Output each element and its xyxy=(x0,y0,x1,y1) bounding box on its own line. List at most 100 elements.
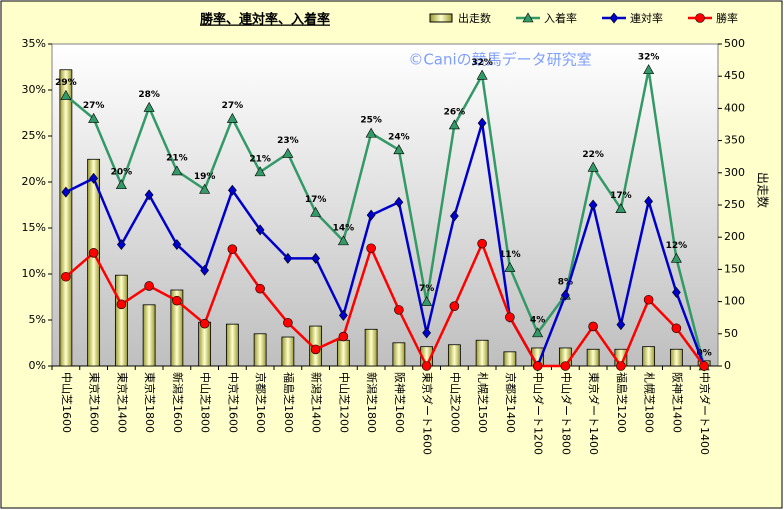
marker xyxy=(283,252,293,264)
marker xyxy=(61,186,71,198)
bar xyxy=(281,336,295,367)
data-label: 25% xyxy=(360,116,382,126)
bar xyxy=(447,344,461,367)
marker xyxy=(116,299,127,310)
bar xyxy=(642,346,656,367)
bar xyxy=(198,321,212,367)
line xyxy=(65,69,706,367)
marker xyxy=(255,283,265,294)
legend-label: 連対率 xyxy=(630,11,663,25)
y2-tick-label: 100 xyxy=(724,295,745,308)
legend-label: 勝率 xyxy=(716,11,738,25)
marker xyxy=(61,271,71,282)
marker xyxy=(643,64,655,75)
bar xyxy=(170,289,184,367)
marker xyxy=(532,361,543,371)
marker xyxy=(394,305,404,315)
marker xyxy=(144,281,154,291)
y2-tick-label: 400 xyxy=(724,101,745,114)
x-tick-label: 福島芝1800 xyxy=(282,372,296,433)
marker xyxy=(560,289,570,301)
marker xyxy=(476,69,488,80)
data-label: 7% xyxy=(419,284,434,294)
marker xyxy=(588,321,598,332)
bar xyxy=(59,69,73,367)
y2-tick-label: 350 xyxy=(724,134,745,147)
marker xyxy=(366,209,376,221)
bar xyxy=(475,339,489,367)
bar xyxy=(225,323,239,367)
marker xyxy=(143,101,155,112)
data-label: 32% xyxy=(471,58,493,68)
data-label: 20% xyxy=(111,167,133,177)
bar xyxy=(336,339,350,367)
data-label: 21% xyxy=(166,153,188,163)
marker xyxy=(366,243,376,254)
marker xyxy=(310,344,321,355)
marker xyxy=(254,166,266,177)
legend-label: 入着率 xyxy=(544,11,577,25)
y-tick-label: 20% xyxy=(22,175,46,188)
bar xyxy=(392,342,406,367)
x-tick-label: 新潟芝1800 xyxy=(365,372,379,433)
data-label: 17% xyxy=(305,195,327,205)
y2-tick-label: 50 xyxy=(724,327,738,340)
marker xyxy=(522,12,534,23)
marker xyxy=(477,117,487,129)
line xyxy=(65,240,706,369)
marker xyxy=(588,199,598,211)
marker xyxy=(88,248,99,258)
marker xyxy=(644,195,654,207)
data-label: 22% xyxy=(582,150,604,160)
x-tick-label: 中京ダート1400 xyxy=(698,372,712,455)
legend-label: 出走数 xyxy=(458,11,491,25)
marker xyxy=(422,327,432,339)
marker xyxy=(227,244,238,254)
marker xyxy=(448,119,460,130)
y-tick-label: 30% xyxy=(22,83,46,96)
marker xyxy=(60,89,72,100)
data-label: 14% xyxy=(333,223,355,233)
x-tick-label: 中山芝1800 xyxy=(199,372,212,433)
data-label: 0% xyxy=(696,349,711,359)
x-tick-label: 中山芝1200 xyxy=(337,372,350,433)
marker xyxy=(449,210,459,222)
marker xyxy=(283,317,293,328)
y2-axis-title: 出走数 xyxy=(756,172,771,208)
y2-tick-label: 0 xyxy=(724,359,731,372)
marker xyxy=(172,239,182,251)
y2-tick-label: 500 xyxy=(724,37,745,50)
marker xyxy=(671,323,682,334)
y2-tick-label: 450 xyxy=(724,69,745,82)
x-tick-label: 中山ダート1200 xyxy=(532,372,546,455)
marker xyxy=(421,361,432,371)
plot-area xyxy=(51,43,719,367)
marker xyxy=(477,238,487,249)
marker xyxy=(394,196,404,208)
marker xyxy=(337,235,349,246)
marker xyxy=(144,189,154,201)
marker xyxy=(171,165,183,176)
x-tick-label: 東京ダート1400 xyxy=(587,372,601,455)
marker xyxy=(505,312,515,323)
x-tick-label: 京都芝1400 xyxy=(504,372,518,433)
marker xyxy=(282,147,294,158)
data-label: 11% xyxy=(499,250,521,260)
marker xyxy=(255,224,265,236)
marker xyxy=(89,172,99,184)
x-tick-label: 阪神芝1600 xyxy=(393,372,407,433)
marker xyxy=(338,331,349,342)
marker xyxy=(587,161,599,172)
y2-tick-label: 200 xyxy=(724,230,745,243)
data-label: 29% xyxy=(55,78,77,88)
marker xyxy=(200,264,210,276)
marker xyxy=(88,112,100,123)
y2-tick-label: 150 xyxy=(724,262,745,275)
marker xyxy=(560,361,571,371)
y-tick-label: 15% xyxy=(22,221,46,234)
marker xyxy=(615,203,627,213)
marker xyxy=(449,301,460,312)
marker xyxy=(643,294,654,305)
data-label: 23% xyxy=(277,136,299,146)
marker xyxy=(310,206,322,217)
